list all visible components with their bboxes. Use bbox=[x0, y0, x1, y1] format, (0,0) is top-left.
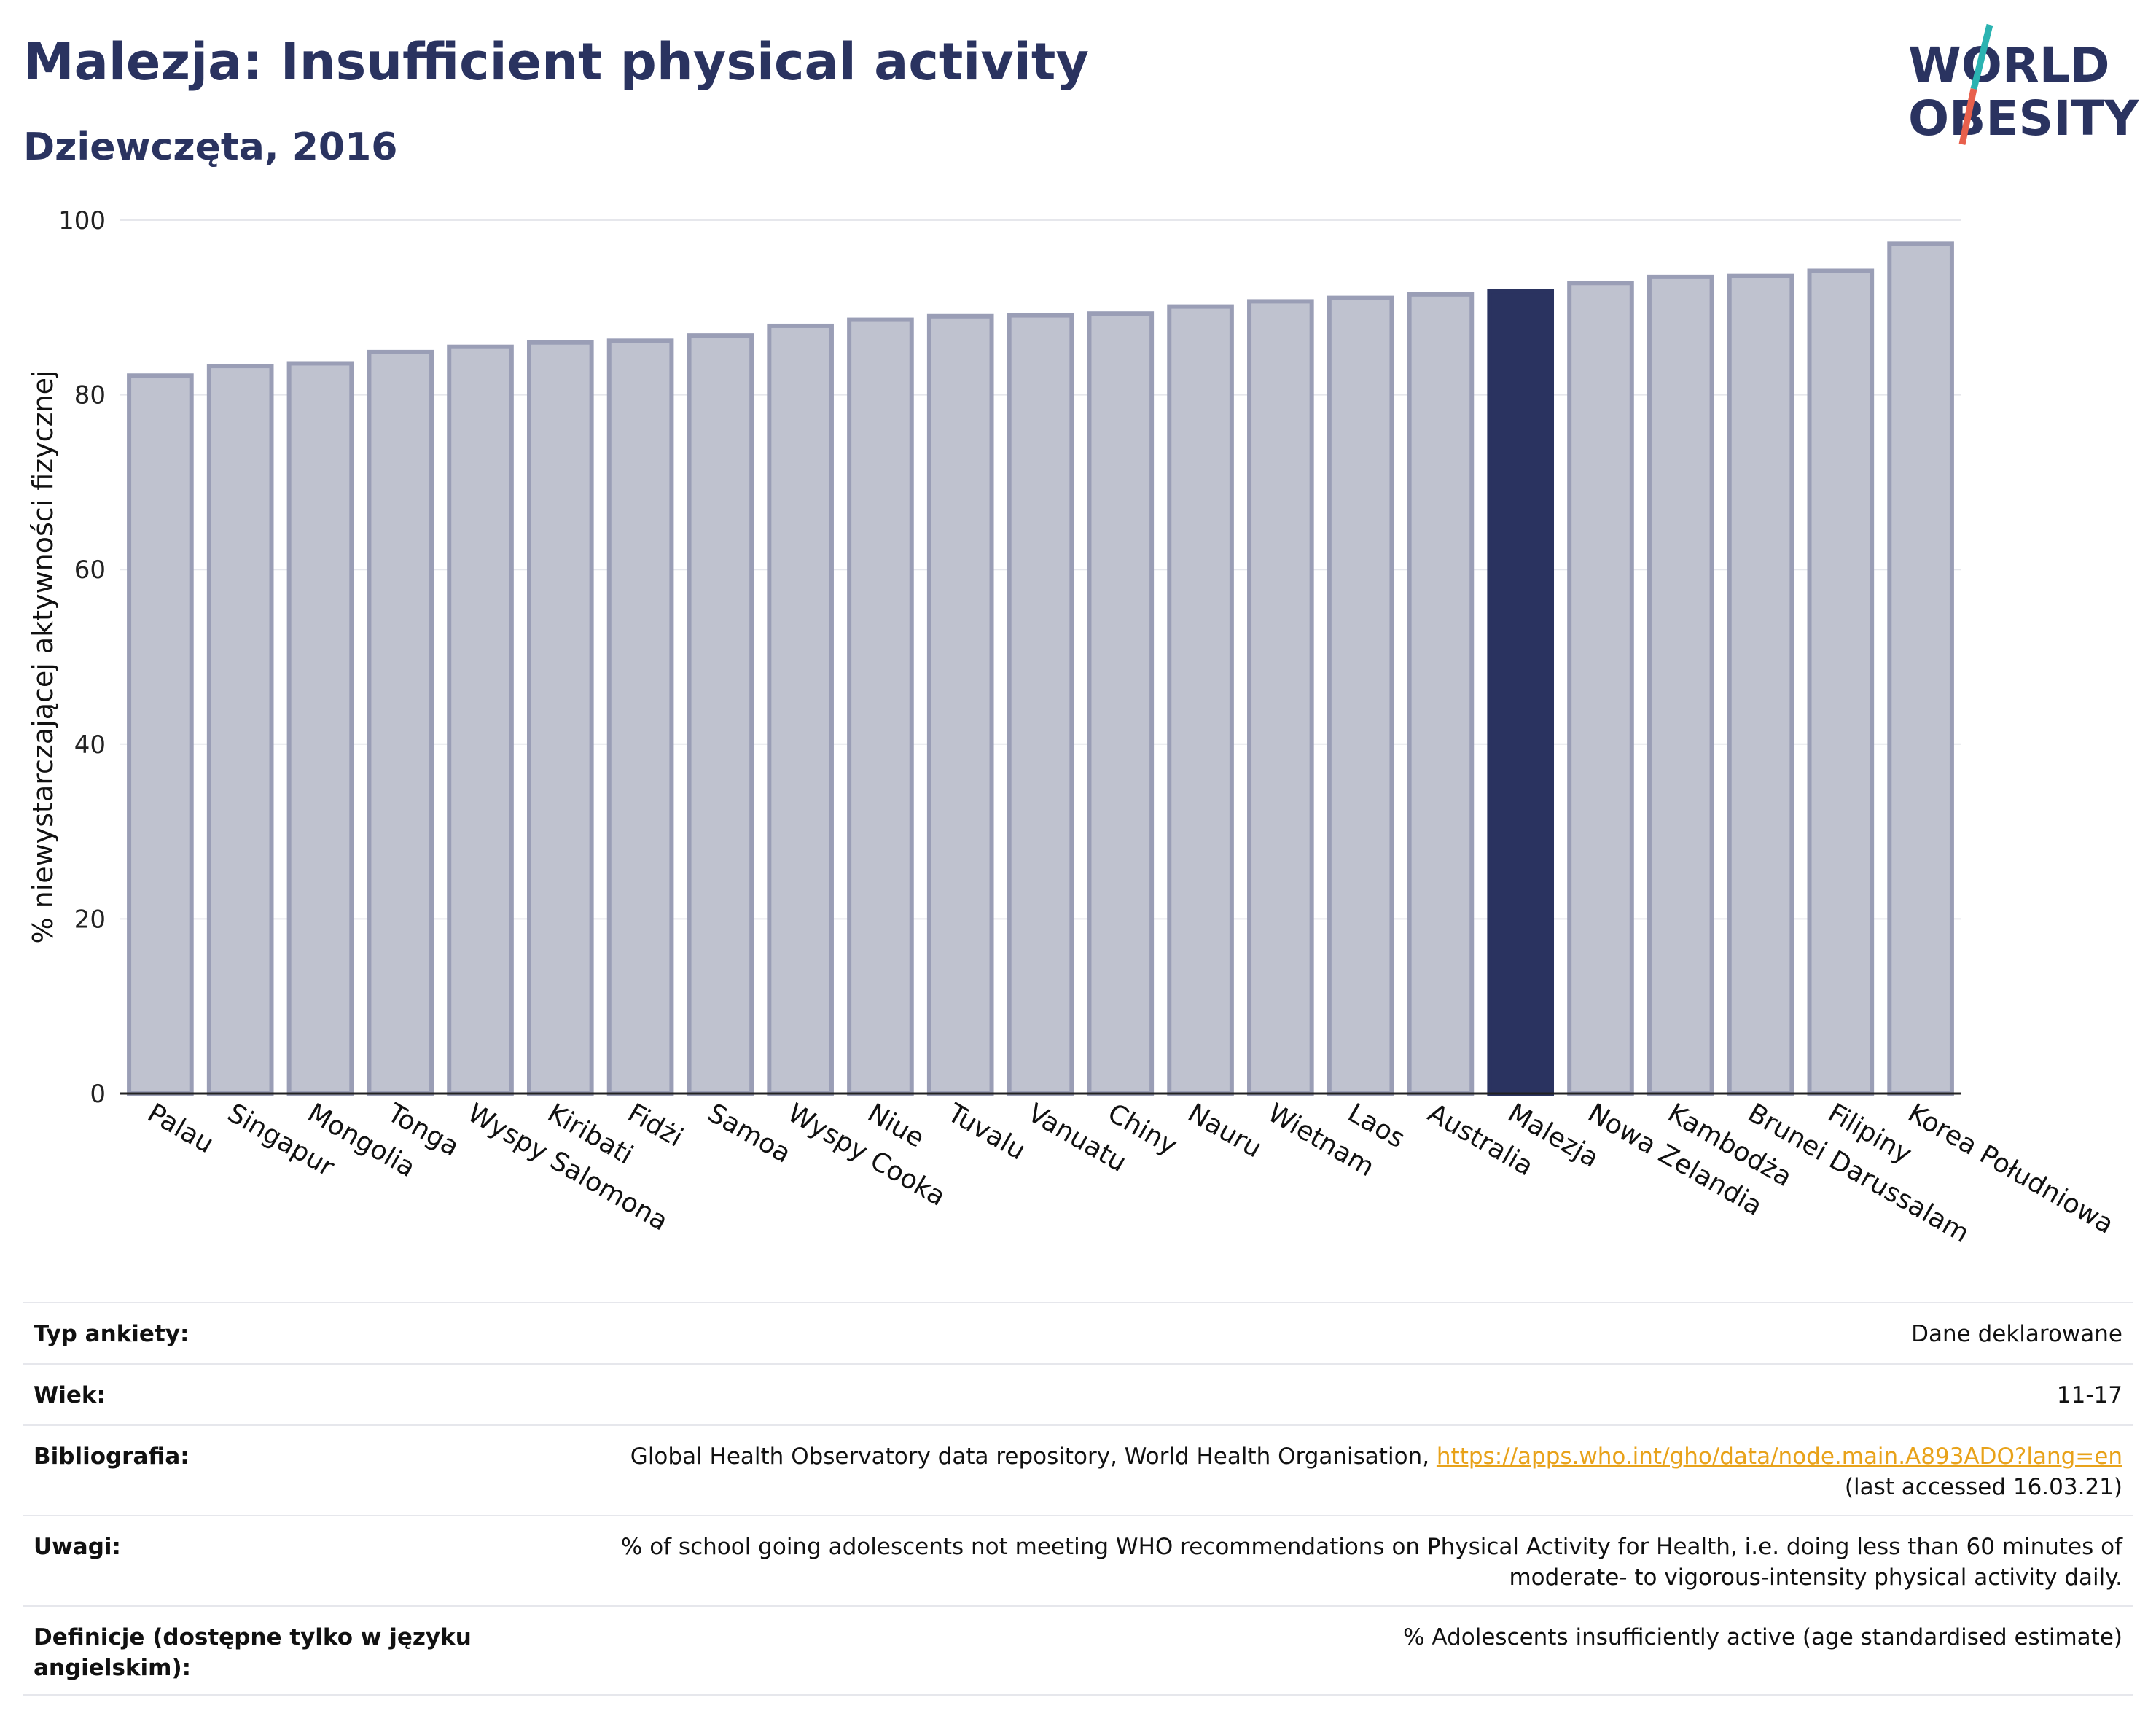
metadata-key: Definicje (dostępne tylko w języku angiel… bbox=[34, 1622, 500, 1683]
logo-slash-top bbox=[1970, 23, 1993, 90]
metadata-value-text: Dane deklarowane bbox=[1911, 1321, 2122, 1347]
bar-brunei-darussalam bbox=[1727, 273, 1794, 1096]
y-tick-label: 60 bbox=[74, 555, 106, 585]
logo-slash-bottom bbox=[1958, 88, 1977, 145]
metadata-key-text: Bibliografia: bbox=[34, 1443, 190, 1470]
metadata-value-text: moderate- to vigorous-intensity physical… bbox=[1509, 1564, 2122, 1591]
bar-laos bbox=[1327, 295, 1394, 1096]
page-subtitle: Dziewczęta, 2016 bbox=[23, 125, 398, 169]
x-tick-label: Samoa bbox=[703, 1098, 796, 1169]
metadata-key-text: Definicje (dostępne tylko w języku bbox=[34, 1624, 472, 1650]
y-tick-label: 100 bbox=[58, 206, 106, 235]
y-tick-label: 40 bbox=[74, 730, 106, 760]
bar-australia bbox=[1407, 292, 1475, 1096]
bar-chiny bbox=[1087, 311, 1155, 1096]
metadata-key-text: Typ ankiety: bbox=[34, 1321, 190, 1347]
world-obesity-logo: WORLD OBESITY bbox=[1908, 23, 2140, 147]
bar-malezja bbox=[1487, 289, 1555, 1096]
bars bbox=[127, 241, 1954, 1096]
bar-wyspy-cooka bbox=[767, 323, 834, 1096]
metadata-key: Typ ankiety: bbox=[34, 1319, 500, 1349]
bar-wietnam bbox=[1247, 299, 1314, 1096]
x-tick-label: Wyspy Cooka bbox=[783, 1098, 950, 1212]
bar-vanuatu bbox=[1007, 313, 1074, 1096]
x-tick-label: Tuvalu bbox=[942, 1098, 1030, 1166]
metadata-value-text: % Adolescents insufficiently active (age… bbox=[1403, 1624, 2122, 1650]
metadata-table: Typ ankiety: Dane deklarowane Wiek: 11-17 Bi… bbox=[23, 1302, 2133, 1696]
bar-palau bbox=[127, 373, 194, 1096]
y-axis-ticks: 0 20 40 60 80 100 bbox=[58, 206, 106, 1109]
metadata-key-text: Uwagi: bbox=[34, 1534, 121, 1560]
bar-nowa-zelandia bbox=[1567, 281, 1634, 1096]
metadata-value-text: Global Health Observatory data repositor… bbox=[630, 1443, 1437, 1470]
metadata-row: Typ ankiety: Dane deklarowane bbox=[23, 1302, 2133, 1363]
y-axis-title: % niewystarczającej aktywności fizycznej bbox=[27, 370, 59, 943]
metadata-value: % of school going adolescents not meetin… bbox=[621, 1532, 2122, 1593]
metadata-row: Wiek: 11-17 bbox=[23, 1363, 2133, 1424]
metadata-value-text: 11-17 bbox=[2056, 1382, 2122, 1408]
x-tick-label: Nauru bbox=[1183, 1098, 1267, 1163]
metadata-value: 11-17 bbox=[2057, 1380, 2122, 1411]
metadata-row: Definicje (dostępne tylko w języku angiel… bbox=[23, 1605, 2133, 1696]
y-tick-label: 20 bbox=[74, 905, 106, 934]
bar-filipiny bbox=[1807, 268, 1875, 1096]
x-tick-label: Palau bbox=[142, 1098, 219, 1159]
bar-korea-po-udniowa bbox=[1887, 241, 1954, 1096]
bar-tonga bbox=[367, 349, 434, 1096]
page-title: Malezja: Insufficient physical activity bbox=[23, 32, 1090, 92]
logo-text-obesity: OBESITY bbox=[1908, 90, 2140, 147]
bar-kambod-a bbox=[1647, 274, 1714, 1096]
bar-singapur bbox=[206, 364, 274, 1096]
metadata-key: Wiek: bbox=[34, 1380, 500, 1411]
bar-tuvalu bbox=[926, 313, 994, 1096]
y-tick-label: 0 bbox=[90, 1080, 106, 1109]
metadata-value-text: (last accessed 16.03.21) bbox=[1844, 1474, 2122, 1500]
bar-kiribati bbox=[526, 340, 594, 1096]
metadata-row: Uwagi: % of school going adolescents not … bbox=[23, 1515, 2133, 1605]
bar-chart: 0 20 40 60 80 100 Palau SingapurMongoliaTongaW… bbox=[27, 206, 2119, 1249]
metadata-row: Bibliografia: Global Health Observatory d… bbox=[23, 1424, 2133, 1515]
metadata-value: % Adolescents insufficiently active (age… bbox=[1403, 1622, 2122, 1653]
bar-mongolia bbox=[286, 361, 354, 1096]
bar-niue bbox=[847, 317, 914, 1096]
logo-text-world: WORLD bbox=[1908, 37, 2110, 93]
bar-nauru bbox=[1167, 304, 1234, 1096]
source-link[interactable]: https://apps.who.int/gho/data/node.main.… bbox=[1436, 1443, 2122, 1470]
metadata-value: Global Health Observatory data repositor… bbox=[630, 1441, 2122, 1502]
bar-samoa bbox=[687, 333, 754, 1096]
metadata-value: Dane deklarowane bbox=[1911, 1319, 2122, 1349]
metadata-key-text: Wiek: bbox=[34, 1382, 106, 1408]
bar-wyspy-salomona bbox=[447, 344, 514, 1096]
y-tick-label: 80 bbox=[74, 381, 106, 410]
metadata-value-text: % of school going adolescents not meetin… bbox=[620, 1534, 2122, 1560]
bar-fid-i bbox=[606, 338, 674, 1096]
metadata-key-text: angielskim): bbox=[34, 1655, 192, 1681]
metadata-key: Uwagi: bbox=[34, 1532, 500, 1562]
metadata-key: Bibliografia: bbox=[34, 1441, 500, 1472]
